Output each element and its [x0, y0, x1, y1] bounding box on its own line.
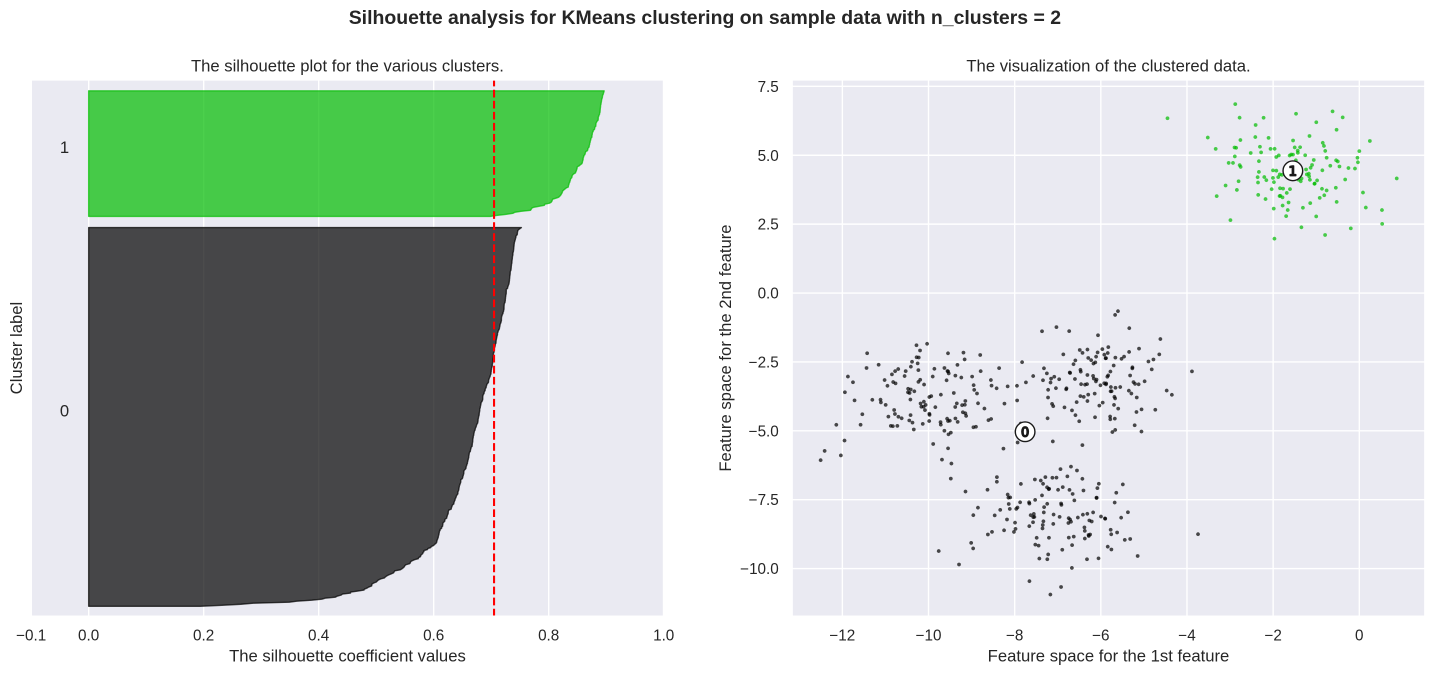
- svg-text:−12: −12: [829, 628, 855, 645]
- svg-text:−8: −8: [1006, 628, 1023, 645]
- svg-text:Feature space for the 2nd feat: Feature space for the 2nd feature: [716, 224, 735, 471]
- svg-text:7.5: 7.5: [758, 79, 779, 96]
- svg-text:1.0: 1.0: [653, 628, 674, 645]
- svg-text:Feature space for the 1st feat: Feature space for the 1st feature: [988, 646, 1230, 665]
- svg-text:The visualization of the clust: The visualization of the clustered data.: [966, 56, 1250, 75]
- svg-text:0: 0: [60, 401, 69, 420]
- svg-text:−7.5: −7.5: [749, 492, 779, 509]
- svg-text:−10.0: −10.0: [740, 561, 779, 578]
- svg-text:0.8: 0.8: [538, 628, 559, 645]
- svg-text:−2.5: −2.5: [749, 354, 779, 371]
- svg-text:The silhouette plot for the va: The silhouette plot for the various clus…: [191, 56, 504, 75]
- svg-text:−4: −4: [1178, 628, 1196, 645]
- svg-text:2.5: 2.5: [758, 217, 779, 234]
- svg-text:0: 0: [1355, 628, 1364, 645]
- svg-text:5.0: 5.0: [758, 148, 779, 165]
- svg-text:0.2: 0.2: [193, 628, 214, 645]
- svg-text:Cluster label: Cluster label: [7, 302, 26, 395]
- svg-text:−2: −2: [1264, 628, 1281, 645]
- svg-text:−5.0: −5.0: [749, 423, 779, 440]
- svg-text:0.6: 0.6: [423, 628, 444, 645]
- svg-text:0.4: 0.4: [308, 628, 330, 645]
- svg-text:Silhouette analysis for KMeans: Silhouette analysis for KMeans clusterin…: [349, 7, 1062, 29]
- svg-text:−6: −6: [1092, 628, 1109, 645]
- svg-text:0.0: 0.0: [78, 628, 99, 645]
- svg-text:−10: −10: [916, 628, 942, 645]
- svg-text:−0.1: −0.1: [16, 628, 46, 645]
- svg-text:0.0: 0.0: [758, 286, 779, 303]
- svg-text:The silhouette coefficient val: The silhouette coefficient values: [229, 646, 466, 665]
- svg-text:1: 1: [60, 138, 69, 157]
